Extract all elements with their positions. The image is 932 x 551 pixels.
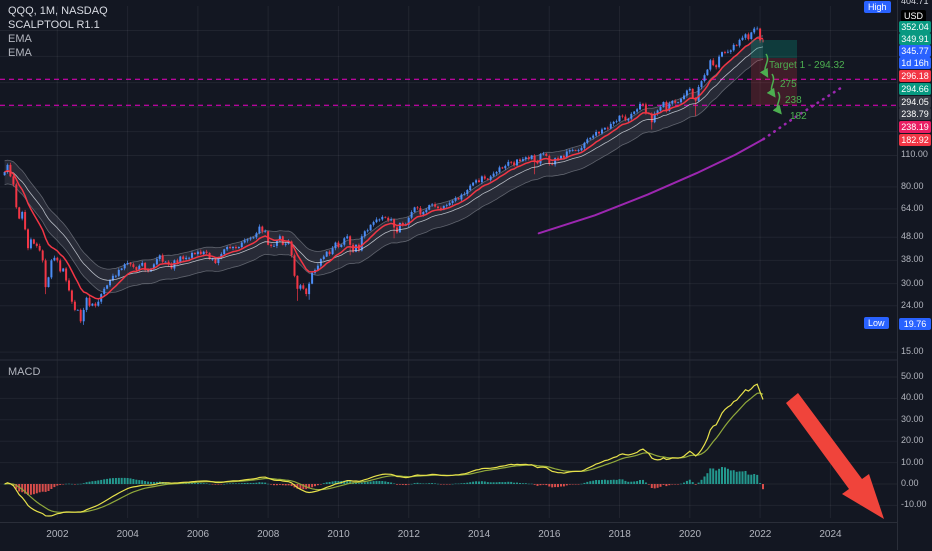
year-tick-label: 2022 (749, 529, 772, 540)
indicator-ema1-label[interactable]: EMA (8, 33, 32, 45)
macd-histogram (3, 467, 764, 496)
macd-tick-label: -10.00 (901, 499, 927, 510)
year-tick-label: 2018 (608, 529, 631, 540)
price-scale-label: 1d 16h (899, 57, 931, 69)
year-tick-label: 2002 (46, 529, 69, 540)
year-tick-label: 2012 (397, 529, 420, 540)
target-arrow (772, 91, 782, 115)
ema-fast-line[interactable] (4, 37, 764, 300)
price-scale-label: 294.66 (899, 83, 931, 95)
band-lower-line (4, 59, 764, 294)
price-scale-label: 296.18 (899, 70, 931, 82)
target-238-annotation[interactable]: 238 (785, 95, 802, 106)
ema-slow-line[interactable] (4, 46, 764, 281)
price-scale-label: 182.92 (899, 134, 931, 146)
macd-tick-label: 20.00 (901, 435, 924, 446)
price-tick-label: 64.00 (901, 202, 924, 213)
target-arrow (759, 53, 769, 78)
price-scale-label: 352.04 (899, 21, 931, 33)
price-tick-label: 15.00 (901, 346, 924, 357)
price-tick-label: 38.00 (901, 254, 924, 265)
price-scale-label: 345.77 (899, 45, 931, 57)
year-tick-label: 2008 (257, 529, 280, 540)
scalptool-band (4, 35, 764, 293)
price-scale-label: 238.79 (899, 108, 931, 120)
time-axis[interactable]: 2002 2004 2006 2008 2010 2012 2014 2016 2018 2020… (0, 522, 932, 551)
macd-panel-title[interactable]: MACD (8, 366, 41, 378)
price-scale-label: 19.76 (899, 318, 931, 330)
price-tick-label: 30.00 (901, 277, 924, 288)
red-down-arrow-annotation[interactable] (786, 393, 884, 519)
year-tick-label: 2010 (327, 529, 350, 540)
year-tick-label: 2014 (467, 529, 491, 540)
macd-tick-label: 50.00 (901, 371, 924, 381)
price-tick-label: 80.00 (901, 180, 924, 191)
year-tick-label: 2024 (819, 529, 842, 540)
candlestick-series (3, 26, 764, 325)
price-tick-label: 24.00 (901, 299, 924, 310)
high-marker-badge: High (864, 1, 891, 13)
low-marker-badge: Low (864, 317, 889, 329)
target-182-annotation[interactable]: 182 (790, 111, 807, 122)
price-scale-label: 349.91 (899, 33, 931, 45)
symbol-title[interactable]: QQQ, 1M, NASDAQ (8, 5, 108, 17)
support-trendline-projection[interactable] (762, 86, 843, 141)
price-scale-label: 294.05 (899, 96, 931, 108)
price-tick-label: 110.00 (901, 149, 928, 160)
year-tick-label: 2006 (186, 529, 210, 540)
price-axis[interactable]: 404.71 USD 110.00 80.00 64.00 48.00 38.00 30.… (897, 0, 932, 550)
macd-tick-label: 0.00 (901, 478, 919, 488)
macd-tick-label: 30.00 (901, 413, 924, 424)
indicator-scalptool-label[interactable]: SCALPTOOL R1.1 (8, 19, 100, 31)
band-upper-line (4, 35, 764, 270)
macd-signal-line[interactable] (4, 392, 764, 513)
macd-tick-label: 10.00 (901, 456, 924, 467)
indicator-ema2-label[interactable]: EMA (8, 47, 32, 59)
target-arrow (766, 73, 776, 98)
high-value-label: 404.71 (901, 0, 929, 6)
chart-legend: QQQ, 1M, NASDAQ SCALPTOOL R1.1 EMA EMA (8, 5, 108, 61)
price-scale-label: 238.19 (899, 121, 931, 133)
target-275-annotation[interactable]: 275 (780, 79, 797, 90)
macd-line[interactable] (4, 383, 764, 517)
target-1-annotation[interactable]: Target 1 - 294.32 (769, 60, 845, 71)
year-tick-label: 2020 (678, 529, 702, 540)
year-tick-label: 2004 (116, 529, 139, 540)
support-trendline[interactable] (537, 138, 765, 235)
price-tick-label: 48.00 (901, 231, 924, 242)
macd-tick-label: 40.00 (901, 392, 924, 403)
year-tick-label: 2016 (538, 529, 561, 540)
currency-label[interactable]: USD (901, 10, 927, 22)
position-profit-box[interactable] (751, 40, 797, 58)
